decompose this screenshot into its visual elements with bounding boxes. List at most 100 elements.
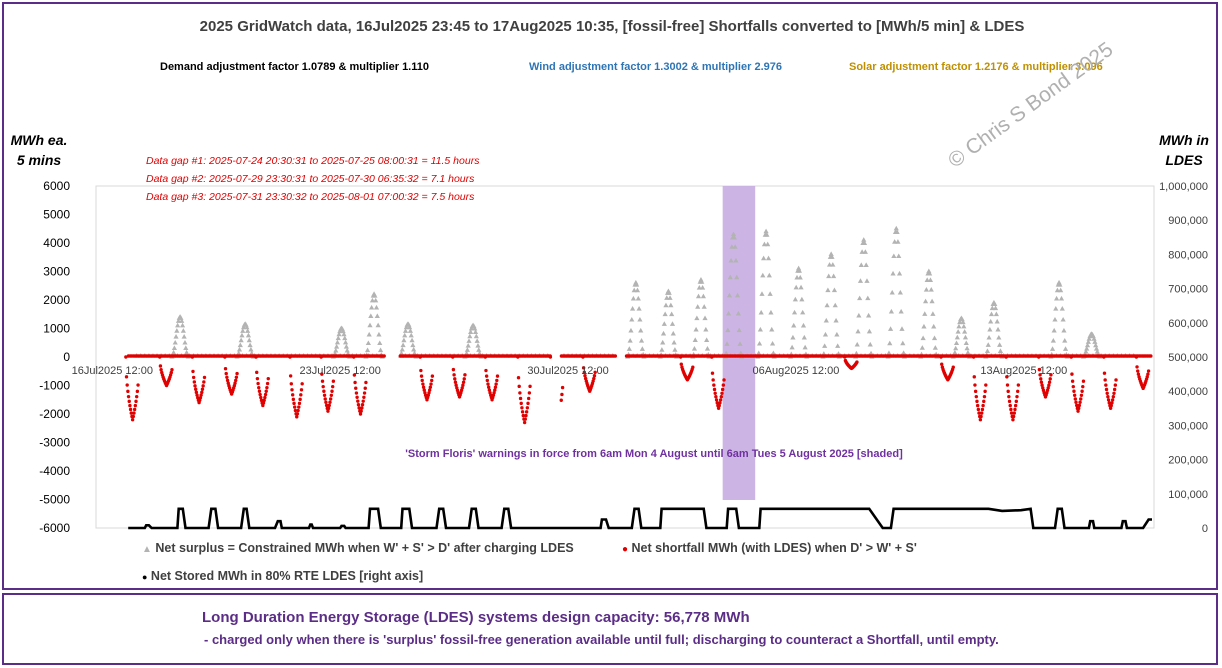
shortfall-point bbox=[493, 388, 497, 392]
shortfall-point bbox=[430, 374, 435, 378]
surplus-point bbox=[733, 257, 739, 263]
surplus-point bbox=[695, 293, 702, 299]
surplus-point bbox=[764, 232, 770, 237]
surplus-point bbox=[694, 315, 700, 321]
surplus-point bbox=[247, 342, 253, 348]
shortfall-point bbox=[191, 375, 196, 380]
shortfall-point bbox=[193, 384, 197, 388]
shortfall-point bbox=[951, 365, 955, 369]
shortfall-point bbox=[1040, 383, 1044, 387]
wind-factor-label: Wind adjustment factor 1.3002 & multipli… bbox=[529, 61, 782, 73]
surplus-point bbox=[399, 346, 405, 352]
x-axis-tick-label: 23Jul2025 12:00 bbox=[299, 365, 380, 377]
right-axis-title-line2: LDES bbox=[1165, 152, 1203, 168]
surplus-point bbox=[922, 311, 928, 316]
surplus-point bbox=[239, 332, 245, 338]
surplus-point bbox=[792, 296, 798, 302]
surplus-point bbox=[831, 287, 838, 293]
surplus-point bbox=[962, 329, 968, 334]
surplus-point bbox=[638, 327, 644, 333]
surplus-point bbox=[402, 332, 408, 338]
right-axis-tick-label: 700,000 bbox=[1168, 284, 1208, 296]
surplus-point bbox=[372, 293, 378, 298]
shortfall-point bbox=[526, 396, 531, 401]
surplus-point bbox=[692, 337, 698, 342]
shortfall-point bbox=[1134, 355, 1139, 359]
shortfall-point bbox=[979, 414, 983, 419]
surplus-point bbox=[830, 262, 836, 267]
surplus-point bbox=[364, 347, 371, 353]
left-axis-tick-label: 1000 bbox=[43, 322, 70, 336]
surplus-point bbox=[1049, 346, 1056, 351]
shortfall-point bbox=[235, 371, 239, 376]
surplus-point bbox=[377, 347, 384, 353]
shortfall-point bbox=[712, 383, 716, 387]
right-axis-tick-label: 900,000 bbox=[1168, 215, 1208, 227]
surplus-point bbox=[900, 340, 906, 346]
surplus-point bbox=[735, 310, 741, 316]
left-axis-tick-label: 3000 bbox=[43, 265, 70, 279]
surplus-point bbox=[953, 345, 959, 351]
surplus-point bbox=[769, 340, 776, 346]
shortfall-point bbox=[678, 355, 683, 359]
shortfall-point bbox=[462, 377, 466, 381]
shortfall-point bbox=[1136, 372, 1141, 376]
right-axis-tick-label: 300,000 bbox=[1168, 420, 1208, 432]
shortfall-point bbox=[973, 389, 978, 394]
shortfall-point bbox=[718, 401, 722, 405]
plot-area: 'Storm Floris' warnings in force from 6a… bbox=[39, 179, 1208, 535]
shortfall-point bbox=[717, 403, 721, 408]
shortfall-point bbox=[1074, 403, 1079, 408]
shortfall-point bbox=[357, 406, 361, 410]
shortfall-point bbox=[299, 388, 304, 392]
surplus-point bbox=[1057, 281, 1063, 287]
surplus-point bbox=[888, 308, 894, 314]
shortfall-point bbox=[324, 400, 328, 405]
legend-surplus-label: Net surplus = Constrained MWh when W' + … bbox=[155, 541, 574, 555]
surplus-point bbox=[896, 253, 902, 259]
legend-storage-marker-icon: ● bbox=[142, 572, 148, 582]
shortfall-point bbox=[127, 399, 131, 404]
surplus-point bbox=[699, 285, 706, 290]
shortfall-point bbox=[1102, 355, 1106, 359]
surplus-point bbox=[660, 339, 666, 345]
x-axis-tick-label: 16Jul2025 12:00 bbox=[72, 365, 153, 377]
surplus-point bbox=[962, 334, 969, 340]
surplus-point bbox=[898, 308, 904, 314]
shortfall-point bbox=[593, 370, 597, 374]
shortfall-point bbox=[320, 372, 324, 376]
surplus-point bbox=[366, 331, 372, 337]
surplus-point bbox=[369, 297, 376, 303]
surplus-point bbox=[985, 342, 991, 347]
shortfall-point bbox=[581, 355, 585, 359]
surplus-point bbox=[342, 339, 349, 345]
surplus-point bbox=[887, 340, 893, 346]
left-axis-tick-label: -4000 bbox=[39, 464, 70, 478]
surplus-point bbox=[175, 318, 182, 323]
shortfall-point bbox=[1071, 384, 1075, 389]
shortfall-point bbox=[1006, 389, 1010, 394]
surplus-point bbox=[1060, 316, 1066, 322]
surplus-point bbox=[796, 265, 802, 271]
shortfall-point bbox=[225, 375, 229, 379]
shortfall-point bbox=[263, 395, 267, 400]
right-axis-tick-label: 500,000 bbox=[1168, 352, 1208, 364]
shortfall-point bbox=[976, 407, 981, 412]
shortfall-point bbox=[199, 393, 203, 397]
shortfall-point bbox=[592, 376, 596, 381]
surplus-point bbox=[702, 315, 708, 321]
shortfall-point bbox=[263, 392, 268, 397]
surplus-point bbox=[402, 328, 409, 333]
surplus-point bbox=[340, 328, 346, 334]
shortfall-point bbox=[330, 384, 335, 389]
surplus-point bbox=[691, 345, 698, 351]
shortfall-point bbox=[192, 380, 197, 384]
shortfall-point bbox=[124, 375, 129, 379]
surplus-point bbox=[629, 316, 635, 322]
shortfall-point bbox=[1039, 377, 1043, 381]
surplus-point bbox=[700, 293, 707, 299]
surplus-point bbox=[738, 350, 744, 356]
shortfall-point bbox=[1146, 372, 1150, 376]
surplus-point bbox=[891, 253, 897, 259]
shortfall-point bbox=[290, 393, 295, 397]
